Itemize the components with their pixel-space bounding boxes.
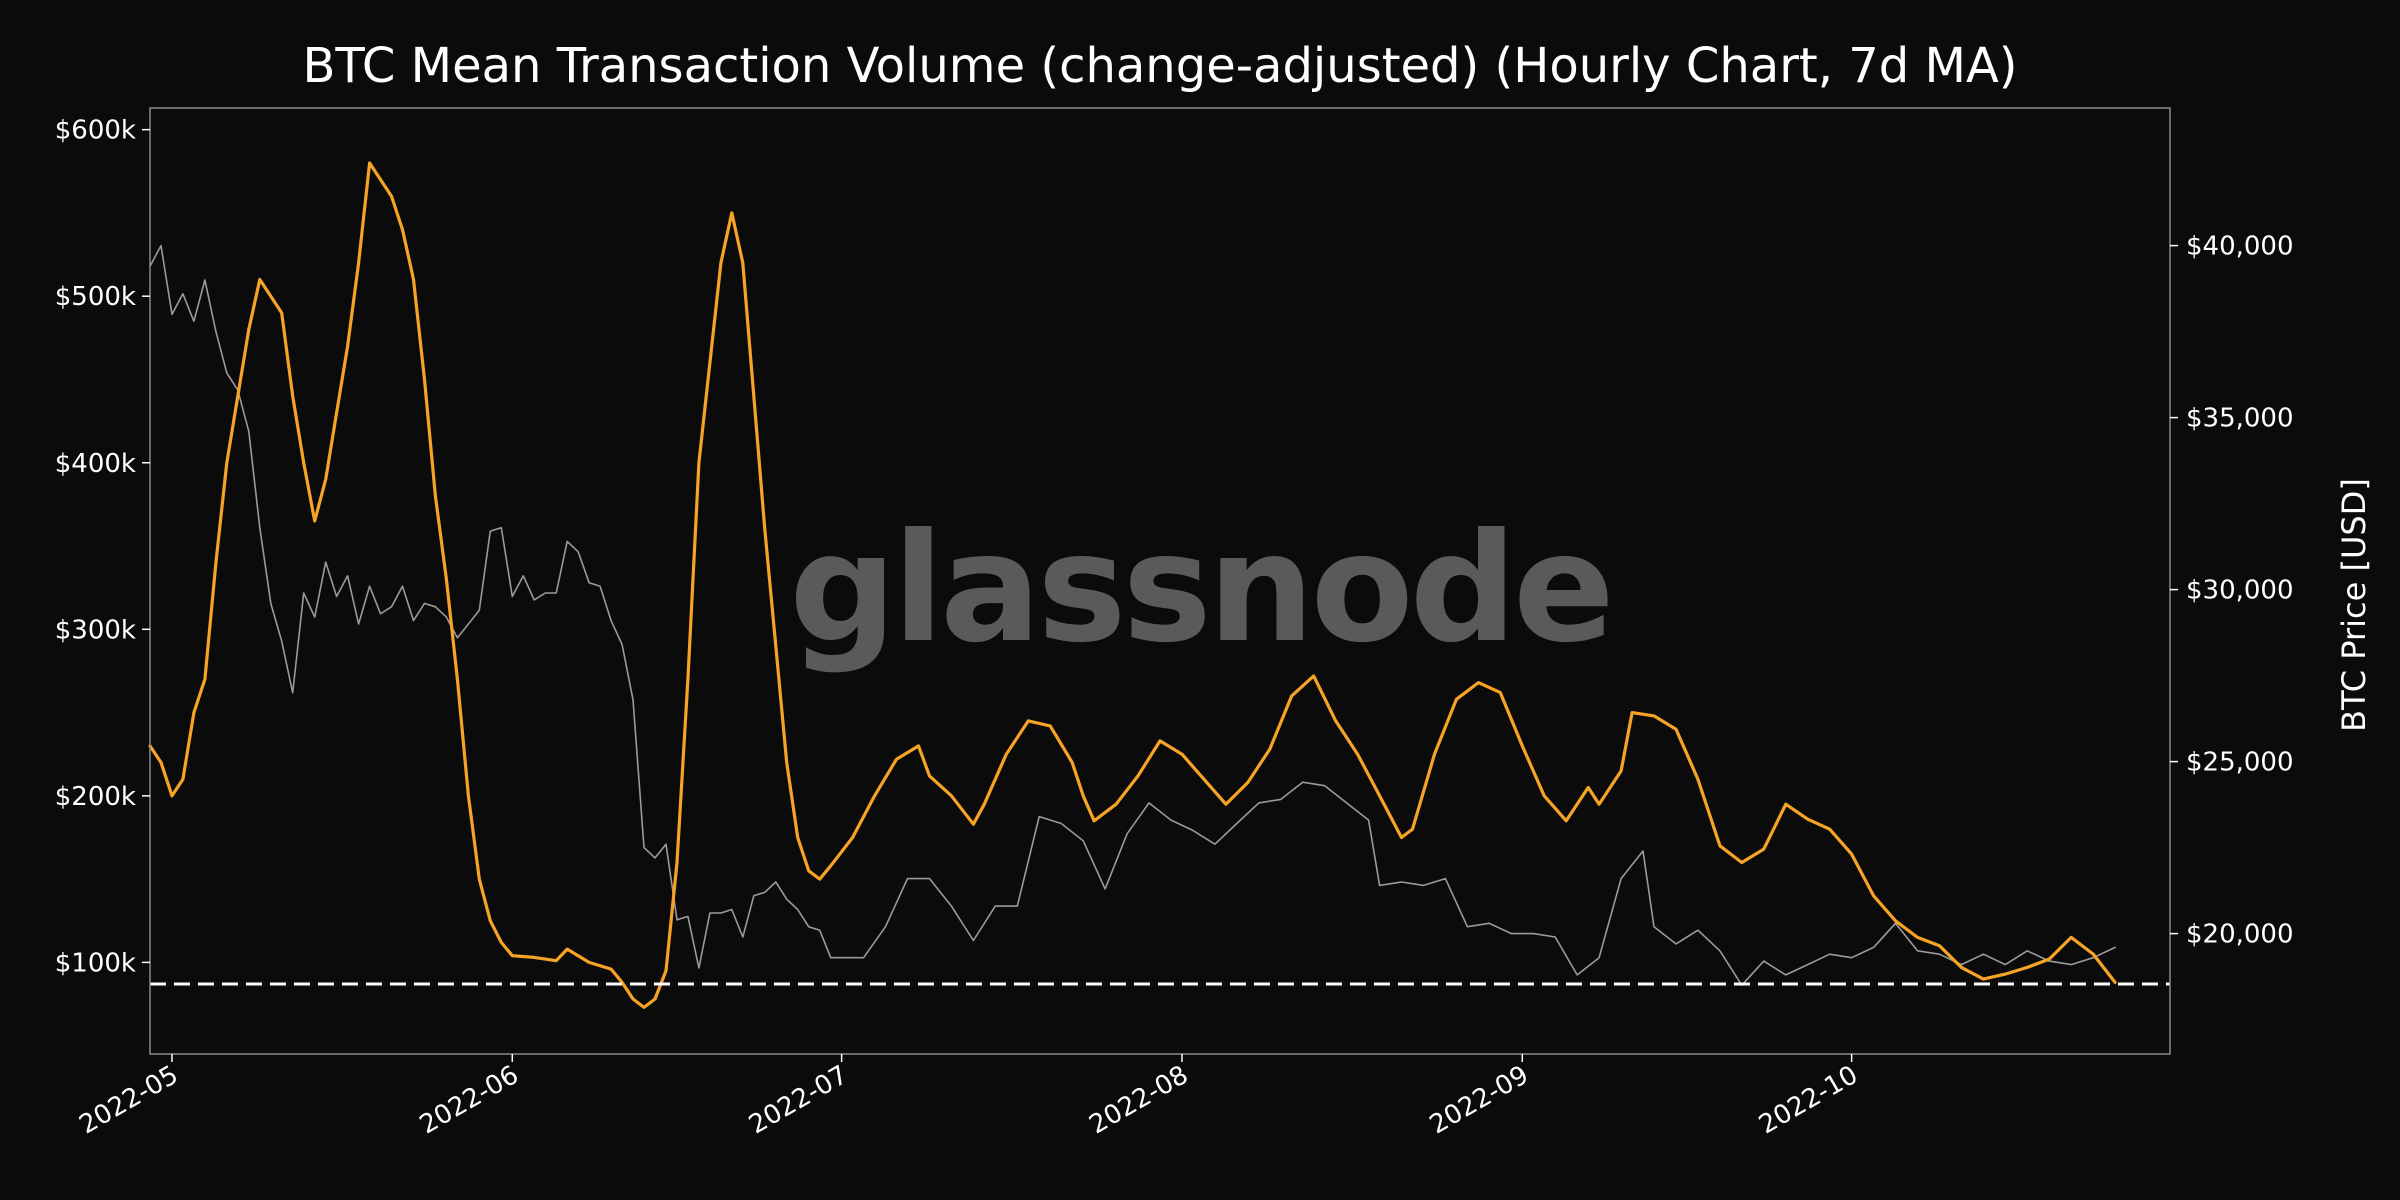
left-tick-label: $600k bbox=[55, 116, 136, 146]
left-tick-label: $500k bbox=[55, 282, 136, 312]
btc-price-line bbox=[149, 244, 2116, 986]
right-tick-label: $30,000 bbox=[2186, 576, 2294, 606]
right-tick-label: $40,000 bbox=[2186, 232, 2294, 262]
chart-title: BTC Mean Transaction Volume (change-adju… bbox=[302, 38, 2017, 94]
plot-frame bbox=[149, 107, 2171, 1055]
right-tick-label: $25,000 bbox=[2186, 748, 2294, 778]
plot-area bbox=[148, 161, 2170, 1009]
mean-transaction-volume-line bbox=[148, 161, 2117, 1009]
left-tick-label: $100k bbox=[55, 948, 136, 978]
left-tick-label: $200k bbox=[55, 782, 136, 812]
left-tick-label: $300k bbox=[55, 615, 136, 645]
watermark-logo: glassnode bbox=[789, 502, 1611, 676]
left-tick-label: $400k bbox=[55, 449, 136, 479]
right-tick-label: $20,000 bbox=[2186, 920, 2294, 950]
right-axis-label: BTC Price [USD] bbox=[2335, 478, 2373, 732]
right-tick-label: $35,000 bbox=[2186, 404, 2294, 434]
